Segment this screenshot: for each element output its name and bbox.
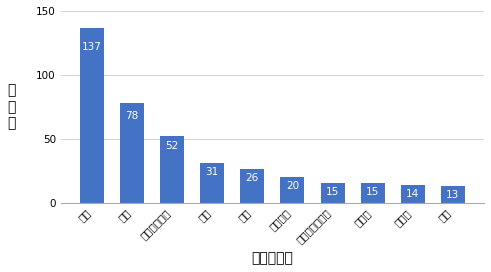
X-axis label: ランキング: ランキング (251, 251, 293, 265)
Text: 137: 137 (82, 42, 102, 52)
Bar (160, 136, 184, 203)
Text: 15: 15 (366, 187, 379, 197)
Y-axis label: 文
献
数: 文 献 数 (7, 84, 15, 130)
Text: 20: 20 (286, 181, 299, 191)
Bar (80, 27, 104, 203)
Text: 15: 15 (326, 187, 339, 197)
Text: 13: 13 (446, 190, 460, 200)
Bar (200, 163, 224, 203)
Text: 14: 14 (406, 188, 419, 199)
Text: 52: 52 (165, 141, 179, 152)
Bar (360, 183, 384, 203)
Bar (441, 186, 465, 203)
Bar (321, 183, 345, 203)
Bar (280, 177, 304, 203)
Bar (120, 103, 144, 203)
Text: 26: 26 (246, 173, 259, 183)
Bar (240, 169, 264, 203)
Text: 78: 78 (126, 111, 139, 121)
Text: 31: 31 (206, 167, 219, 177)
Bar (401, 185, 425, 203)
